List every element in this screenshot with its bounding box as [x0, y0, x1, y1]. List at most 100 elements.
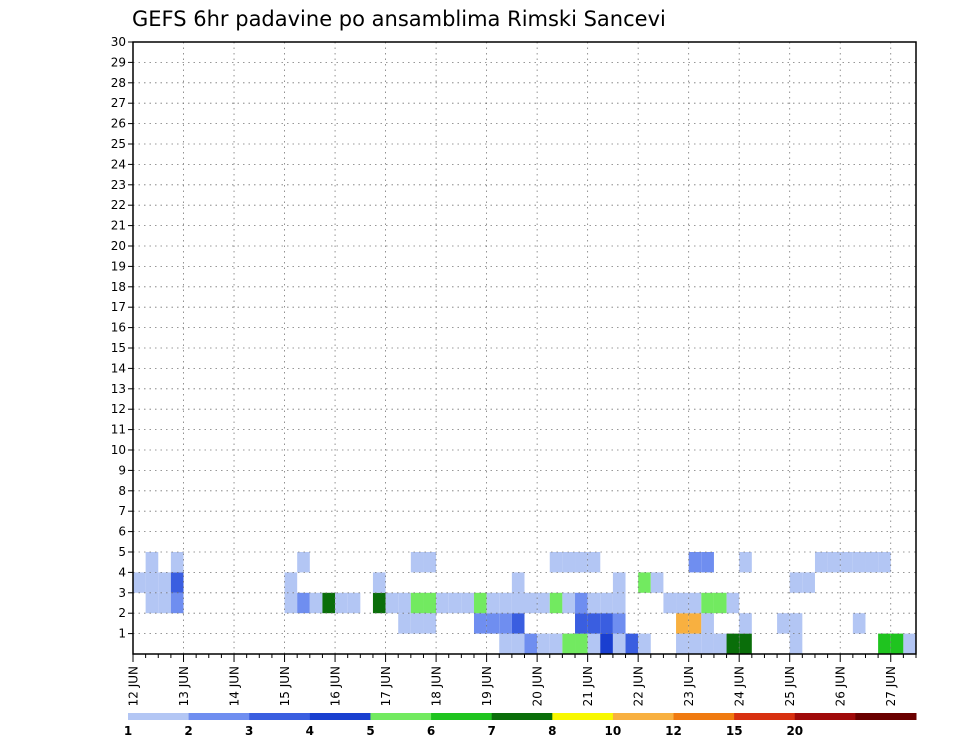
- heatmap-cell: [562, 592, 576, 614]
- y-tick-label: 16: [111, 321, 126, 335]
- heatmap-cell: [145, 592, 159, 614]
- heatmap-cell: [688, 633, 702, 654]
- heatmap-cell: [612, 633, 626, 654]
- heatmap-cell: [473, 592, 487, 614]
- y-tick-label: 17: [111, 300, 126, 314]
- x-tick-label: 22 JUN: [632, 666, 646, 706]
- heatmap-cell: [587, 633, 601, 654]
- heatmap-cell: [789, 633, 803, 654]
- heatmap-cell: [852, 613, 866, 634]
- y-tick-label: 28: [111, 76, 126, 90]
- y-tick-label: 4: [118, 565, 126, 579]
- heatmap-cell: [701, 592, 714, 614]
- colorbar-tick-label: 3: [245, 724, 253, 738]
- heatmap-cell: [549, 633, 563, 654]
- heatmap-cell: [688, 592, 702, 614]
- x-tick-label: 12 JUN: [127, 666, 141, 706]
- y-tick-label: 29: [111, 55, 126, 69]
- y-tick-label: 5: [118, 545, 126, 559]
- heatmap-cell: [739, 613, 752, 634]
- colorbar-segment: [673, 713, 735, 720]
- colorbar-tick-label: 8: [548, 724, 556, 738]
- heatmap-cell: [486, 592, 500, 614]
- heatmap-cell: [448, 592, 462, 614]
- colorbar-segment: [552, 713, 614, 720]
- heatmap-cell: [423, 592, 437, 614]
- heatmap-cell: [612, 613, 626, 634]
- heatmap-cell: [587, 613, 601, 634]
- heatmap-cell: [524, 633, 538, 654]
- colorbar-tick-label: 4: [306, 724, 314, 738]
- y-tick-label: 11: [111, 423, 126, 437]
- heatmap-cell: [587, 592, 601, 614]
- heatmap-cell: [511, 633, 525, 654]
- heatmap-cell: [814, 552, 828, 573]
- heatmap-cell: [170, 552, 184, 573]
- heatmap-cell: [726, 592, 740, 614]
- y-tick-label: 13: [111, 382, 126, 396]
- heatmap-cell: [372, 592, 386, 614]
- colorbar-segment: [734, 713, 796, 720]
- x-tick-label: 16 JUN: [329, 666, 343, 706]
- heatmap-cell: [865, 552, 879, 573]
- heatmap-cell: [600, 613, 613, 634]
- heatmap-cell: [410, 613, 424, 634]
- heatmap-cell: [726, 633, 740, 654]
- heatmap-cell: [347, 592, 361, 614]
- heatmap-cell: [878, 633, 891, 654]
- heatmap-cell: [890, 633, 904, 654]
- colorbar-tick-label: 6: [427, 724, 435, 738]
- heatmap-cell: [789, 572, 803, 593]
- colorbar-tick-label: 5: [366, 724, 374, 738]
- colorbar-tick-label: 1: [124, 724, 132, 738]
- heatmap-cell: [499, 592, 512, 614]
- heatmap-cell: [335, 592, 348, 614]
- heatmap-cell: [133, 572, 146, 593]
- y-tick-label: 6: [118, 525, 126, 539]
- colorbar-segment: [612, 713, 675, 720]
- y-tick-label: 14: [111, 361, 126, 375]
- y-tick-label: 18: [111, 280, 126, 294]
- heatmap-cell: [158, 572, 171, 593]
- heatmap-cell: [638, 633, 651, 654]
- heatmap-cell: [739, 552, 752, 573]
- heatmap-cell: [789, 613, 803, 634]
- colorbar-tick-label: 15: [726, 724, 743, 738]
- y-tick-label: 3: [118, 586, 126, 600]
- heatmap-cell: [878, 552, 891, 573]
- colorbar-tick-label: 7: [488, 724, 496, 738]
- colorbar-segment: [249, 713, 311, 720]
- heatmap-cell: [701, 633, 714, 654]
- colorbar-segment: [491, 713, 553, 720]
- y-tick-label: 22: [111, 198, 126, 212]
- heatmap-cell: [322, 592, 336, 614]
- grid: [133, 42, 916, 654]
- heatmap-cell: [170, 592, 184, 614]
- colorbar-segment: [370, 713, 432, 720]
- heatmap-cell: [284, 572, 298, 593]
- heatmap-cell: [170, 572, 184, 593]
- x-tick-label: 25 JUN: [783, 666, 797, 706]
- heatmap-cell: [537, 592, 550, 614]
- heatmap-cell: [777, 613, 790, 634]
- heatmap-cell: [486, 613, 500, 634]
- x-tick-label: 24 JUN: [733, 666, 747, 706]
- heatmap-cell: [145, 552, 159, 573]
- y-tick-label: 8: [118, 484, 126, 498]
- heatmap-cell: [562, 633, 576, 654]
- heatmap-cell: [802, 572, 815, 593]
- y-tick-label: 25: [111, 137, 126, 151]
- x-axis: 12 JUN 13 JUN 14 JUN 15 JUN 16 JUN 17 JUN 18 J…: [127, 654, 917, 706]
- heatmap-cell: [688, 613, 702, 634]
- y-tick-label: 2: [118, 606, 126, 620]
- heatmap-cell: [575, 552, 588, 573]
- heatmap-cell: [575, 613, 588, 634]
- heatmap-cell: [436, 592, 449, 614]
- heatmap-cell: [145, 572, 159, 593]
- colorbar-segment: [855, 713, 917, 720]
- heatmap-cell: [499, 633, 512, 654]
- heatmap-cell: [423, 552, 437, 573]
- heatmap-cell: [612, 572, 626, 593]
- colorbar-segment: [128, 713, 190, 720]
- heatmap-cell: [537, 633, 550, 654]
